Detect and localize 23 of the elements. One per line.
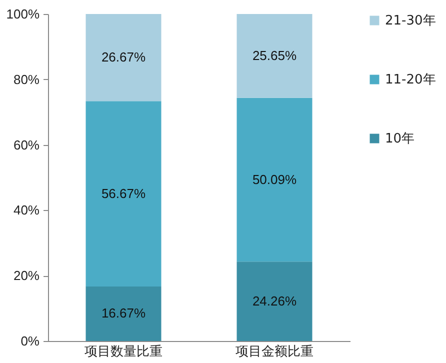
legend-label: 21-30年 (385, 14, 436, 28)
bar (86, 101, 162, 286)
bar (236, 14, 312, 98)
y-tick-label: 80% (13, 72, 40, 87)
y-tick-label: 0% (20, 334, 40, 348)
x-tick-label: 项目金额比重 (236, 344, 314, 360)
y-tick-label: 100% (6, 6, 40, 22)
data-label: 50.09% (252, 172, 297, 187)
bar (86, 14, 162, 102)
bar (236, 262, 312, 341)
legend-label: 11-20年 (385, 72, 436, 88)
x-tick-label: 项目数量比重 (84, 344, 162, 360)
bar (86, 286, 162, 341)
data-label: 25.65% (252, 48, 297, 63)
bar (236, 98, 312, 262)
data-label: 16.67% (101, 306, 146, 321)
data-label: 24.26% (252, 293, 297, 308)
data-label: 56.67% (101, 186, 146, 201)
y-tick-label: 20% (13, 268, 40, 284)
data-label: 26.67% (101, 50, 146, 65)
y-tick-label: 60% (13, 137, 40, 152)
y-tick-label: 40% (13, 202, 40, 218)
legend-label: 10年 (385, 132, 415, 146)
